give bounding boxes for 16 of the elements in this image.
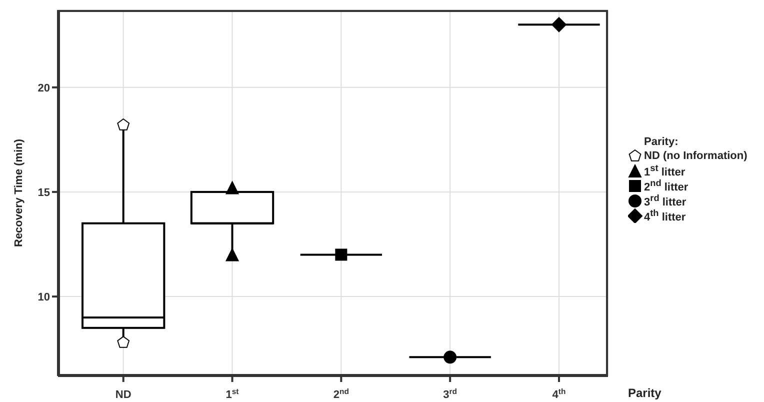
- legend-label: 3$^{rd}$ litter: [644, 192, 686, 208]
- legend-label: 2$^{nd}$ litter: [644, 178, 688, 194]
- legend-label: ND (no Information): [644, 150, 748, 162]
- x-tick-label: 2$^{nd}$: [333, 386, 350, 401]
- x-axis-title: Parity: [628, 386, 662, 400]
- x-tick-label: 1$^{st}$: [226, 386, 240, 401]
- y-tick-label: 15: [38, 186, 50, 199]
- legend-title: Parity:: [644, 136, 680, 148]
- y-axis-title: Recovery Time (min): [12, 138, 25, 248]
- y-tick-label: 20: [38, 82, 50, 94]
- x-tick-label: ND: [115, 389, 132, 401]
- legend-label: 1$^{st}$ litter: [644, 162, 686, 178]
- x-tick-label: 3$^{rd}$: [443, 386, 458, 401]
- x-tick-label: 4$^{th}$: [552, 386, 566, 401]
- legend-label: 4$^{th}$ litter: [644, 208, 686, 224]
- y-tick-label: 10: [38, 291, 50, 304]
